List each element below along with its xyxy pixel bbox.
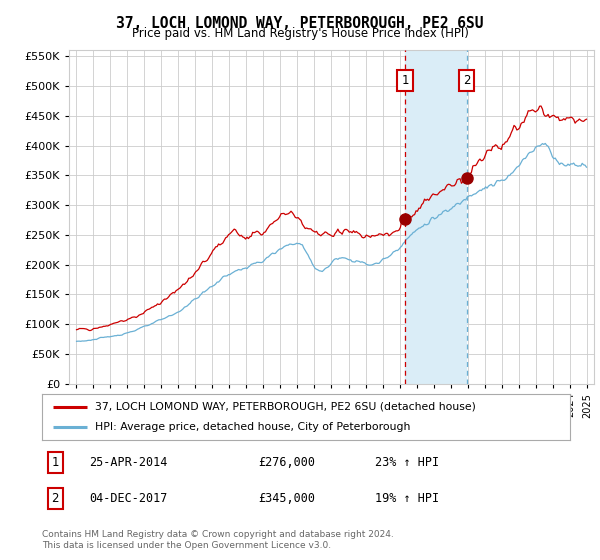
Text: 19% ↑ HPI: 19% ↑ HPI	[374, 492, 439, 505]
Text: Price paid vs. HM Land Registry's House Price Index (HPI): Price paid vs. HM Land Registry's House …	[131, 27, 469, 40]
Text: HPI: Average price, detached house, City of Peterborough: HPI: Average price, detached house, City…	[95, 422, 410, 432]
Text: £276,000: £276,000	[259, 456, 316, 469]
Text: £345,000: £345,000	[259, 492, 316, 505]
Text: Contains HM Land Registry data © Crown copyright and database right 2024.
This d: Contains HM Land Registry data © Crown c…	[42, 530, 394, 550]
Text: 23% ↑ HPI: 23% ↑ HPI	[374, 456, 439, 469]
Text: 25-APR-2014: 25-APR-2014	[89, 456, 168, 469]
Text: 1: 1	[52, 456, 59, 469]
Text: 04-DEC-2017: 04-DEC-2017	[89, 492, 168, 505]
Text: 1: 1	[401, 74, 409, 87]
Bar	[405, 50, 466, 384]
Text: 37, LOCH LOMOND WAY, PETERBOROUGH, PE2 6SU: 37, LOCH LOMOND WAY, PETERBOROUGH, PE2 6…	[116, 16, 484, 31]
Text: 2: 2	[463, 74, 470, 87]
Text: 2: 2	[52, 492, 59, 505]
Text: 37, LOCH LOMOND WAY, PETERBOROUGH, PE2 6SU (detached house): 37, LOCH LOMOND WAY, PETERBOROUGH, PE2 6…	[95, 402, 476, 412]
